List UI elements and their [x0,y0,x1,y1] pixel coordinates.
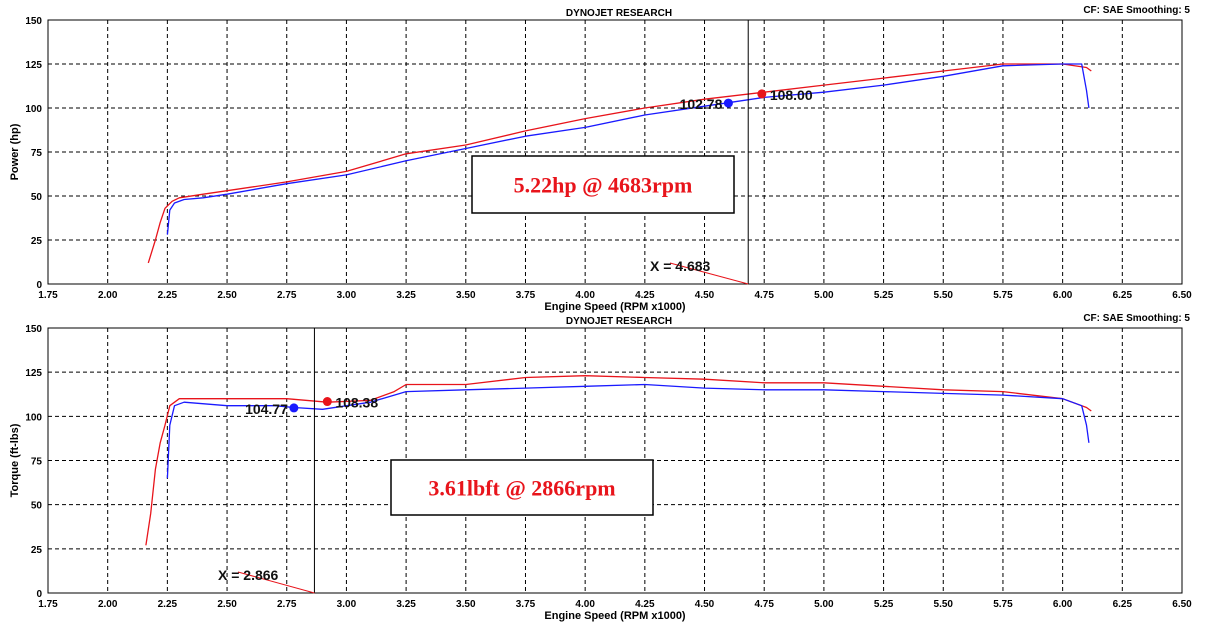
gain-annotation-box [390,459,654,516]
x-tick-label: 2.75 [277,599,297,610]
blue-marker-dot [289,403,299,413]
red-marker-value: 108.00 [770,87,813,103]
y-tick-label: 75 [31,457,43,468]
red-marker-dot [322,397,332,407]
y-tick-label: 125 [25,368,42,379]
x-tick-label: 4.75 [754,599,774,610]
x-tick-label: 4.00 [575,290,595,301]
x-tick-label: 5.75 [993,290,1013,301]
x-tick-label: 2.00 [98,290,118,301]
y-tick-label: 25 [31,545,43,556]
chart-title: DYNOJET RESEARCH [566,316,672,327]
x-tick-label: 3.00 [337,290,357,301]
x-tick-label: 2.50 [217,599,237,610]
gain-annotation-text: 3.61lbft @ 2866rpm [428,476,615,501]
x-tick-label: 3.00 [337,599,357,610]
x-tick-label: 4.50 [695,290,715,301]
blue-marker-dot [723,98,733,108]
y-tick-label: 0 [36,589,42,600]
red-marker-dot [757,89,767,99]
blue-marker-value: 104.77 [245,401,288,417]
y-tick-label: 0 [36,280,42,291]
y-tick-label: 150 [25,16,42,27]
cursor-pointer-line [669,262,749,285]
red-marker-value: 108.38 [335,395,378,411]
x-tick-label: 5.50 [934,599,954,610]
x-tick-label: 4.25 [635,290,655,301]
red-run-line [147,63,1092,264]
x-tick-label: 3.50 [456,599,476,610]
x-tick-label: 5.50 [934,290,954,301]
y-tick-label: 100 [25,412,42,423]
blue-run-line [166,383,1090,479]
x-tick-label: 6.50 [1172,290,1192,301]
x-tick-label: 6.00 [1053,599,1073,610]
x-tick-label: 5.75 [993,599,1013,610]
y-tick-label: 100 [25,104,42,115]
x-tick-label: 4.75 [754,290,774,301]
x-tick-label: 2.25 [158,599,178,610]
cursor-value-label: X = 2.866 [218,567,279,583]
x-tick-label: 2.25 [158,290,178,301]
y-tick-label: 150 [25,324,42,335]
x-tick-label: 3.25 [396,599,416,610]
x-tick-label: 3.75 [516,290,536,301]
y-tick-label: 125 [25,60,42,71]
y-axis-label: Power (hp) [9,123,21,180]
x-tick-label: 1.75 [38,290,58,301]
x-tick-label: 1.75 [38,599,58,610]
x-tick-label: 2.75 [277,290,297,301]
gain-annotation-text: 5.22hp @ 4683rpm [514,173,693,198]
gain-annotation-box [471,155,735,214]
x-tick-label: 6.25 [1113,599,1133,610]
x-tick-label: 6.50 [1172,599,1192,610]
x-tick-label: 5.25 [874,599,894,610]
x-tick-label: 5.25 [874,290,894,301]
corner-info: CF: SAE Smoothing: 5 [1083,5,1190,16]
x-tick-label: 3.50 [456,290,476,301]
blue-marker-value: 102.78 [680,96,723,112]
chart-title: DYNOJET RESEARCH [566,8,672,19]
x-tick-label: 2.50 [217,290,237,301]
y-tick-label: 25 [31,236,43,247]
y-tick-label: 75 [31,148,43,159]
x-tick-label: 5.00 [814,290,834,301]
x-tick-label: 5.00 [814,599,834,610]
y-tick-label: 50 [31,192,43,203]
x-tick-label: 4.25 [635,599,655,610]
x-tick-label: 6.25 [1113,290,1133,301]
corner-info: CF: SAE Smoothing: 5 [1083,313,1190,324]
x-axis-label: Engine Speed (RPM x1000) [544,301,686,313]
red-run-line [145,375,1092,546]
y-axis-label: Torque (ft-lbs) [9,423,21,497]
cursor-value-label: X = 4.683 [650,258,711,274]
x-tick-label: 4.50 [695,599,715,610]
cursor-pointer-line [237,571,315,594]
y-tick-label: 50 [31,501,43,512]
blue-run-line [166,63,1090,235]
x-tick-label: 3.25 [396,290,416,301]
x-axis-label: Engine Speed (RPM x1000) [544,610,686,622]
x-tick-label: 3.75 [516,599,536,610]
x-tick-label: 6.00 [1053,290,1073,301]
x-tick-label: 2.00 [98,599,118,610]
x-tick-label: 4.00 [575,599,595,610]
